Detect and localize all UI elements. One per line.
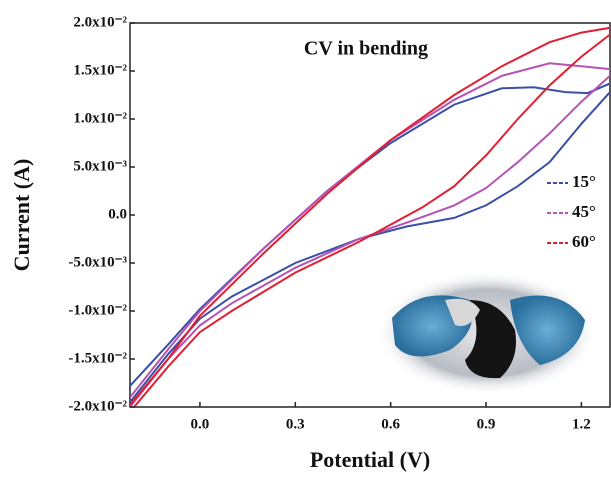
y-tick-label: -1.5x10⁻² <box>68 350 127 366</box>
y-tick-label: 1.0x10⁻² <box>73 110 127 126</box>
y-tick-label: -2.0x10⁻² <box>68 398 127 414</box>
x-tick-label: 0.9 <box>477 416 496 432</box>
legend-label: 45° <box>572 202 596 221</box>
x-tick-label: 1.2 <box>572 416 591 432</box>
y-tick-label: -5.0x10⁻³ <box>68 254 127 270</box>
x-axis-label: Potential (V) <box>310 447 430 472</box>
chart-title: CV in bending <box>304 38 428 60</box>
legend-label: 60° <box>572 232 596 251</box>
y-tick-label: -1.0x10⁻² <box>68 302 127 318</box>
x-tick-label: 0.3 <box>286 416 305 432</box>
y-axis-label: Current (A) <box>9 159 34 272</box>
x-tick-label: 0.6 <box>381 416 400 432</box>
y-tick-label: 5.0x10⁻³ <box>73 158 127 174</box>
series-line <box>130 62 610 407</box>
curves <box>130 26 610 407</box>
y-tick-label: 0.0 <box>108 206 127 222</box>
inset-photo <box>377 271 597 395</box>
x-tick-label: 0.0 <box>191 416 210 432</box>
y-tick-label: 2.0x10⁻² <box>73 14 127 30</box>
legend-label: 15° <box>572 172 596 191</box>
series-line <box>130 26 610 407</box>
y-tick-label: 1.5x10⁻² <box>73 62 127 78</box>
